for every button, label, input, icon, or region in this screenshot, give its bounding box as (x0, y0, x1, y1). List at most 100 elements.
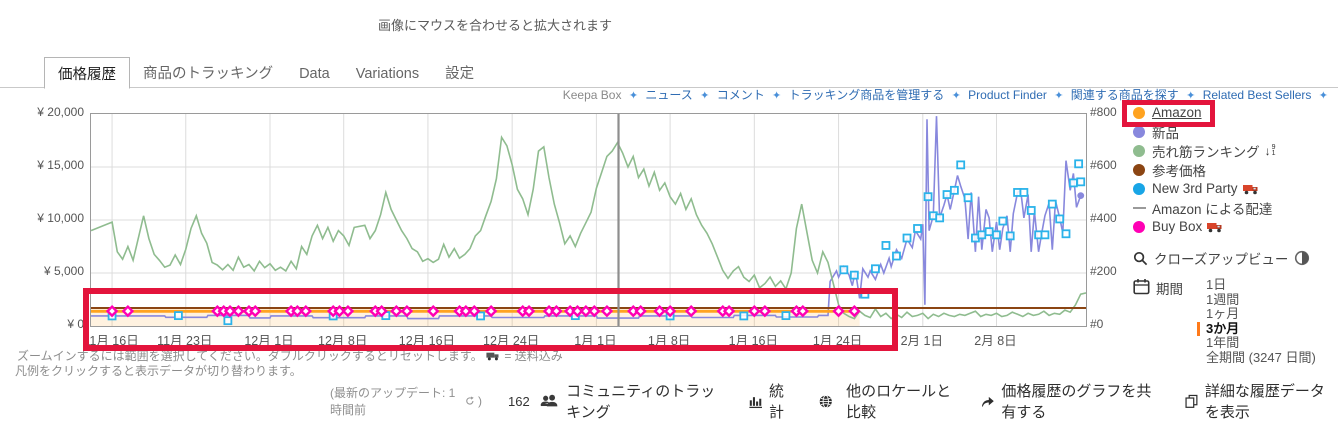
tab-data[interactable]: Data (299, 66, 330, 82)
chart-canvas[interactable] (91, 114, 1086, 326)
separator-star-icon: ✦ (628, 90, 639, 102)
period-selector: 期間 1日 1週間 1ヶ月 3か月 1年間 全期間 (3247 日間) (1133, 277, 1333, 365)
buy-box-marker (375, 304, 388, 318)
legend-item-new-3rd-party[interactable]: New 3rd Party (1133, 179, 1333, 198)
community-tracking-button[interactable]: コミュニティのトラッキング (540, 380, 723, 422)
link-manage-tracked-products[interactable]: トラッキング商品を管理する (788, 88, 945, 102)
buy-box-marker (390, 304, 403, 318)
shipping-truck-icon (486, 352, 499, 361)
third-party-marker (942, 190, 952, 199)
x-axis-label: 11月 16日 (83, 334, 139, 348)
price-axis-label: ¥ 5,000 (43, 264, 84, 278)
amazon-dot-icon (1133, 106, 1145, 119)
period-option-1week[interactable]: 1週間 (1206, 291, 1240, 307)
list-price-dot-icon (1133, 163, 1145, 176)
legend-item-buy-box[interactable]: Buy Box (1133, 217, 1333, 236)
third-party-marker (881, 241, 891, 250)
rank-axis-label: #0 (1090, 317, 1104, 331)
period-option-1year[interactable]: 1年間 (1206, 335, 1240, 350)
third-party-marker (977, 230, 987, 240)
period-options: 1日 1週間 1ヶ月 3か月 1年間 全期間 (3247 日間) (1197, 277, 1316, 365)
tab-variations[interactable]: Variations (355, 66, 420, 82)
legend-hint-text: 凡例をクリックすると表示データが切り替わります。 (15, 364, 302, 378)
footer-actions: (最新のアップデート: 1 時間前 ) 162 コミュニティのトラッキング (330, 380, 1338, 422)
refresh-icon[interactable] (465, 395, 475, 407)
share-graph-button[interactable]: 価格履歴のグラフを共有する (980, 380, 1159, 422)
third-party-marker (1074, 159, 1084, 169)
price-axis-label: ¥ 10,000 (37, 211, 84, 225)
third-party-marker (956, 160, 966, 170)
third-party-marker (1040, 230, 1050, 240)
closeup-view-toggle[interactable]: クローズアップビュー (1133, 248, 1333, 268)
buy-box-marker (121, 304, 135, 318)
new-price-end-dot (1077, 192, 1085, 200)
link-related-products[interactable]: 関連する商品を探す (1070, 88, 1179, 102)
separator-star-icon: ✦ (1318, 90, 1328, 102)
toggle-half-circle-icon[interactable] (1294, 250, 1310, 266)
buy-box-marker (223, 304, 237, 318)
separator-star-icon: ✦ (1054, 90, 1064, 102)
period-option-3months[interactable]: 3か月 (1197, 321, 1316, 336)
x-axis-label: 1月 16日 (728, 334, 778, 348)
magnifier-icon (1133, 251, 1148, 265)
third-party-marker (476, 311, 485, 321)
buy-box-marker (663, 304, 677, 318)
statistics-button[interactable]: 統計 (749, 380, 793, 422)
x-axis-label: 1月 8日 (647, 334, 691, 348)
buy-box-marker (105, 304, 119, 318)
third-party-marker (1068, 178, 1078, 188)
buy-box-dot-icon (1133, 220, 1145, 233)
x-axis-label: 1月 24日 (812, 334, 863, 348)
x-axis-label: 2月 1日 (900, 334, 943, 348)
rank-axis-label: #600 (1090, 158, 1117, 172)
period-option-all[interactable]: 全期間 (3247 日間) (1206, 349, 1316, 365)
compare-locales-button[interactable]: 他のロケールと比較 (819, 380, 954, 422)
buy-box-marker (579, 304, 593, 318)
separator-star-icon: ✦ (700, 90, 710, 102)
legend-item-list-price[interactable]: 参考価格 (1133, 160, 1333, 179)
copy-pages-icon (1185, 394, 1198, 408)
period-option-1day[interactable]: 1日 (1206, 277, 1227, 292)
legend-item-amazon[interactable]: Amazon (1133, 103, 1333, 122)
link-related-best-sellers[interactable]: Related Best Sellers (1202, 88, 1312, 102)
buy-box-marker (232, 304, 245, 318)
legend-item-fulfilled-by-amazon[interactable]: Amazon による配達 (1133, 198, 1333, 217)
tab-price-history[interactable]: 価格履歴 (44, 57, 130, 89)
zoom-hint-text: ズームインするには範囲を選択してください。ダブルクリックするとリセットします。 … (17, 349, 563, 363)
shipping-truck-icon (1242, 184, 1258, 194)
hover-hint-text: 画像にマウスを合わせると拡大されます (377, 18, 612, 33)
link-news[interactable]: ニュース (645, 88, 693, 102)
third-party-marker (949, 185, 959, 195)
sort-descending-icon[interactable]: ↓ 9 1 (1264, 143, 1276, 158)
x-axis-label: 2月 8日 (974, 334, 1017, 348)
link-comments[interactable]: コメント (716, 88, 765, 102)
buy-box-marker (588, 304, 601, 318)
legend-item-sales-rank[interactable]: 売れ筋ランキング ↓ 9 1 (1133, 141, 1333, 160)
show-history-data-button[interactable]: 詳細な履歴データを表示 (1185, 380, 1338, 422)
price-axis-label: ¥ 20,000 (37, 105, 84, 119)
third-party-marker (963, 193, 973, 203)
rank-axis-label: #400 (1090, 211, 1117, 225)
separator-star-icon: ✦ (1186, 90, 1196, 102)
x-axis-label: 12月 1日 (244, 334, 294, 348)
price-history-chart[interactable] (90, 113, 1087, 327)
buy-box-marker (653, 304, 666, 318)
legend-item-new[interactable]: 新品 (1133, 122, 1333, 141)
buy-box-marker (748, 304, 761, 318)
buy-box-marker (848, 304, 861, 318)
period-option-1month[interactable]: 1ヶ月 (1206, 306, 1240, 321)
buy-box-marker (571, 304, 584, 318)
buy-box-marker (522, 304, 536, 318)
buy-box-marker (333, 304, 346, 318)
x-axis-label: 11月 23日 (157, 334, 213, 348)
link-product-finder[interactable]: Product Finder (968, 88, 1047, 102)
third-party-marker (781, 311, 791, 321)
tab-product-tracking[interactable]: 商品のトラッキング (143, 66, 274, 82)
third-party-marker (1019, 188, 1029, 197)
buy-box-marker (291, 304, 304, 318)
x-axis-label: 12月 24日 (483, 334, 540, 348)
third-party-dot-icon (1133, 182, 1145, 195)
third-party-marker (839, 265, 849, 275)
tab-settings[interactable]: 設定 (445, 66, 475, 82)
third-party-marker (173, 311, 183, 321)
